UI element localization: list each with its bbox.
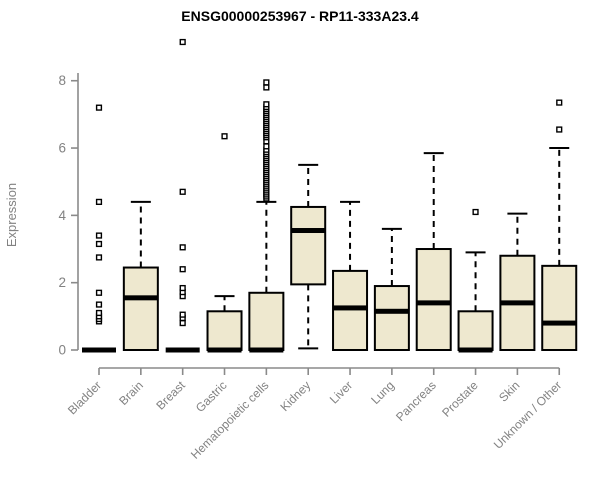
x-category-label: Prostate: [439, 378, 481, 420]
median-bar: [249, 347, 284, 353]
boxplot-lung: [373, 227, 410, 351]
median-bar: [207, 347, 242, 353]
median-bar: [291, 228, 326, 234]
boxplot-brain: [122, 200, 159, 351]
chart-title: ENSG00000253967 - RP11-333A23.4: [181, 8, 419, 24]
outlier-point: [95, 254, 103, 261]
x-category-label: Gastric: [193, 378, 230, 415]
y-tick-label: 6: [58, 141, 66, 156]
boxplot-kidney: [290, 163, 327, 350]
x-category-label: Liver: [327, 378, 355, 406]
outlier-point: [263, 101, 270, 108]
iqr-box: [290, 205, 327, 286]
x-category-label: Hematopoietic cells: [188, 378, 271, 461]
boxplot-breast: [165, 38, 200, 353]
iqr-box: [332, 269, 369, 351]
outlier-point: [263, 79, 270, 86]
outlier-point: [179, 266, 186, 273]
median-bar: [333, 305, 368, 311]
outlier-point: [95, 289, 103, 296]
iqr-box: [541, 264, 578, 352]
iqr-box: [457, 310, 494, 351]
y-tick-label: 0: [58, 343, 66, 358]
outlier-point: [221, 133, 228, 140]
boxplot-bladder: [82, 104, 116, 353]
iqr-box: [248, 291, 285, 352]
x-category-label: Skin: [496, 378, 522, 404]
boxplot-unknown-other: [541, 99, 578, 352]
median-bar: [374, 308, 409, 314]
median-bar: [123, 295, 158, 301]
iqr-box: [206, 310, 243, 351]
outlier-point: [95, 301, 103, 308]
outlier-point: [95, 104, 103, 111]
outlier-point: [472, 208, 479, 216]
outlier-point: [95, 240, 103, 248]
outlier-point: [179, 319, 186, 327]
y-tick-label: 2: [58, 275, 66, 290]
iqr-box: [415, 248, 452, 352]
outlier-point: [179, 188, 186, 195]
outlier-point: [179, 284, 186, 292]
x-category-label: Pancreas: [393, 378, 439, 424]
outlier-point: [556, 126, 563, 133]
y-tick-label: 8: [58, 73, 66, 88]
median-bar: [82, 347, 116, 353]
outlier-point: [179, 244, 186, 251]
boxplot-prostate: [457, 208, 494, 353]
boxplot-gastric: [206, 133, 243, 353]
iqr-box: [122, 266, 159, 351]
boxplot-hematopoietic-cells: [248, 79, 285, 353]
outlier-point: [179, 38, 186, 46]
boxplot-pancreas: [415, 152, 452, 352]
x-category-label: Breast: [153, 378, 188, 413]
iqr-box: [373, 285, 410, 351]
outlier-point: [556, 99, 563, 106]
y-tick-label: 4: [58, 208, 66, 223]
median-bar: [165, 347, 200, 353]
median-bar: [542, 320, 577, 326]
median-bar: [500, 300, 535, 306]
boxplot-skin: [499, 212, 536, 351]
outlier-point: [179, 311, 186, 318]
boxplot-liver: [332, 200, 369, 351]
x-category-label: Kidney: [277, 378, 313, 414]
outlier-point: [95, 309, 103, 317]
x-category-label: Bladder: [65, 378, 104, 417]
x-category-label: Lung: [368, 378, 397, 407]
outlier-point: [95, 232, 103, 239]
x-category-label: Brain: [116, 378, 146, 408]
median-bar: [416, 300, 451, 306]
outlier-point: [263, 84, 270, 91]
median-bar: [458, 347, 493, 353]
outlier-point: [95, 198, 103, 205]
outlier-point: [263, 143, 270, 150]
